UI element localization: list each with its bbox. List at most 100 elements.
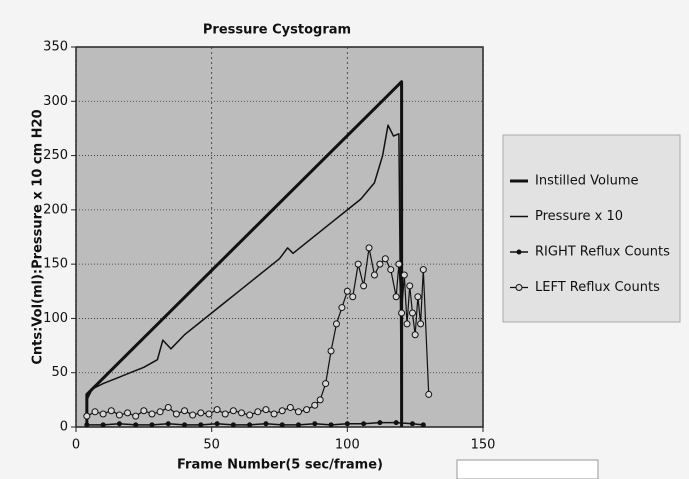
data-point bbox=[91, 408, 99, 416]
x-tick-label: 100 bbox=[335, 438, 360, 453]
data-point bbox=[286, 403, 294, 411]
data-point bbox=[295, 422, 301, 428]
y-axis-label: Cnts:Vol(ml):Pressure x 10 cm H20 bbox=[31, 109, 46, 364]
data-point bbox=[409, 421, 415, 427]
y-tick-label: 200 bbox=[43, 202, 68, 217]
data-point bbox=[403, 320, 411, 328]
legend-label: LEFT Reflux Counts bbox=[535, 280, 660, 295]
footer-box bbox=[456, 459, 599, 479]
data-point bbox=[303, 406, 311, 414]
data-point bbox=[116, 421, 122, 427]
data-point bbox=[360, 282, 368, 290]
y-tick-label: 300 bbox=[43, 94, 68, 109]
data-point bbox=[414, 293, 422, 301]
data-point bbox=[327, 347, 335, 355]
data-point bbox=[100, 422, 106, 428]
data-point bbox=[322, 380, 330, 388]
data-point bbox=[140, 407, 148, 415]
x-tick-label: 150 bbox=[471, 438, 496, 453]
data-point bbox=[133, 422, 139, 428]
data-point bbox=[189, 411, 197, 419]
data-point bbox=[214, 421, 220, 427]
x-tick-label: 50 bbox=[203, 438, 220, 453]
data-point bbox=[238, 409, 246, 417]
data-point bbox=[165, 421, 171, 427]
data-point bbox=[229, 407, 237, 415]
data-point bbox=[246, 411, 254, 419]
plot-area bbox=[75, 46, 484, 428]
data-point bbox=[377, 420, 383, 426]
data-point bbox=[395, 260, 403, 268]
data-point bbox=[365, 244, 373, 252]
data-point bbox=[107, 407, 115, 415]
data-point bbox=[370, 271, 378, 279]
data-point bbox=[349, 293, 357, 301]
data-point bbox=[361, 421, 367, 427]
data-point bbox=[381, 255, 389, 263]
data-point bbox=[263, 421, 269, 427]
y-tick-label: 250 bbox=[43, 148, 68, 163]
data-point bbox=[197, 409, 205, 417]
data-point bbox=[354, 260, 362, 268]
data-point bbox=[83, 412, 91, 420]
x-axis-label: Frame Number(5 sec/frame) bbox=[177, 458, 383, 473]
data-point bbox=[247, 422, 253, 428]
data-point bbox=[311, 401, 319, 409]
data-point bbox=[230, 422, 236, 428]
data-point bbox=[294, 408, 302, 416]
data-point bbox=[124, 409, 132, 417]
series-line bbox=[86, 124, 403, 428]
data-point bbox=[343, 287, 351, 295]
data-point bbox=[198, 422, 204, 428]
data-point bbox=[156, 408, 164, 416]
data-point bbox=[172, 410, 180, 418]
data-point bbox=[344, 421, 350, 427]
data-point bbox=[182, 422, 188, 428]
data-point bbox=[205, 410, 213, 418]
data-point bbox=[316, 396, 324, 404]
x-tick-label: 0 bbox=[72, 438, 80, 453]
data-point bbox=[221, 410, 229, 418]
data-point bbox=[181, 407, 189, 415]
legend-label: Instilled Volume bbox=[535, 174, 639, 189]
data-point bbox=[312, 421, 318, 427]
y-tick-label: 350 bbox=[43, 40, 68, 55]
data-point bbox=[392, 293, 400, 301]
data-point bbox=[328, 422, 334, 428]
y-tick-label: 0 bbox=[60, 420, 68, 435]
legend-marker bbox=[515, 284, 523, 291]
data-point bbox=[425, 390, 433, 398]
data-point bbox=[376, 260, 384, 268]
data-point bbox=[279, 422, 285, 428]
legend-box bbox=[502, 134, 681, 323]
data-point bbox=[149, 422, 155, 428]
y-tick-label: 150 bbox=[43, 257, 68, 272]
data-point bbox=[84, 422, 90, 428]
data-point bbox=[419, 266, 427, 274]
y-tick-label: 50 bbox=[51, 365, 68, 380]
data-point bbox=[262, 406, 270, 414]
data-point bbox=[164, 403, 172, 411]
data-point bbox=[408, 309, 416, 317]
data-point bbox=[254, 408, 262, 416]
data-point bbox=[270, 410, 278, 418]
data-point bbox=[417, 320, 425, 328]
data-point bbox=[332, 320, 340, 328]
y-tick-label: 100 bbox=[43, 311, 68, 326]
series-line bbox=[86, 421, 424, 426]
data-point bbox=[393, 420, 399, 426]
data-point bbox=[420, 422, 426, 428]
series-line bbox=[85, 80, 404, 427]
legend-label: RIGHT Reflux Counts bbox=[535, 245, 670, 260]
data-point bbox=[132, 412, 140, 420]
data-point bbox=[406, 282, 414, 290]
data-point bbox=[398, 309, 406, 317]
data-point bbox=[278, 407, 286, 415]
legend-label: Pressure x 10 bbox=[535, 209, 623, 224]
data-point bbox=[338, 304, 346, 312]
legend-marker bbox=[516, 249, 522, 255]
data-point bbox=[411, 331, 419, 339]
data-point bbox=[213, 406, 221, 414]
data-point bbox=[148, 410, 156, 418]
